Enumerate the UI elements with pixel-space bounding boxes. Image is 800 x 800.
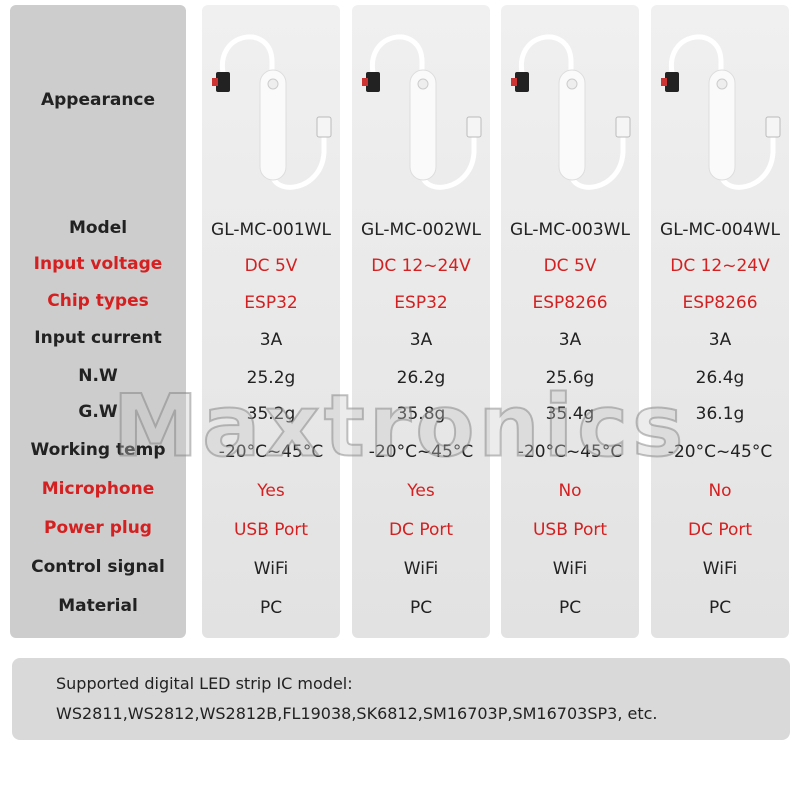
row-label: G.W <box>78 402 118 422</box>
cell-value: PC <box>259 598 283 618</box>
footer-title: Supported digital LED strip IC model: <box>56 674 353 693</box>
cell-value: DC 5V <box>543 256 597 276</box>
cell-value: DC Port <box>388 520 454 540</box>
row-label: Working temp <box>30 440 166 460</box>
cell-value: PC <box>409 598 433 618</box>
cell-value: No <box>708 481 732 501</box>
cell-value: 25.2g <box>246 368 296 388</box>
cell-value: WiFi <box>253 559 289 579</box>
cell-value: 35.8g <box>396 404 446 424</box>
cell-value: No <box>558 481 582 501</box>
row-label: Chip types <box>47 291 149 311</box>
cell-value: USB Port <box>532 520 608 540</box>
cell-value: -20°C~45°C <box>667 442 773 462</box>
cell-value: 3A <box>558 330 582 350</box>
cell-value: DC 12~24V <box>670 256 770 276</box>
row-label: Input voltage <box>33 254 163 274</box>
cell-value: WiFi <box>702 559 738 579</box>
cell-value: PC <box>558 598 582 618</box>
cell-value: GL-MC-003WL <box>510 220 630 240</box>
cell-value: 35.2g <box>246 404 296 424</box>
cell-value: 26.2g <box>396 368 446 388</box>
row-label: N.W <box>78 366 118 386</box>
row-label: Control signal <box>31 557 165 577</box>
cell-value: USB Port <box>233 520 309 540</box>
row-label: Microphone <box>41 479 155 499</box>
cell-value: Yes <box>257 481 285 501</box>
cell-value: PC <box>708 598 732 618</box>
cell-value: ESP32 <box>394 293 448 313</box>
footer-models: WS2811,WS2812,WS2812B,FL19038,SK6812,SM1… <box>56 704 658 723</box>
product-image <box>202 22 340 202</box>
cell-value: GL-MC-002WL <box>361 220 481 240</box>
product-image <box>352 22 490 202</box>
cell-value: 3A <box>259 330 283 350</box>
cell-value: 3A <box>409 330 433 350</box>
cell-value: -20°C~45°C <box>218 442 324 462</box>
cell-value: DC Port <box>687 520 753 540</box>
cell-value: GL-MC-004WL <box>660 220 780 240</box>
row-label: Input current <box>34 328 162 348</box>
cell-value: -20°C~45°C <box>517 442 623 462</box>
product-image <box>501 22 639 202</box>
cell-value: Yes <box>407 481 435 501</box>
cell-value: WiFi <box>552 559 588 579</box>
label-column <box>10 5 186 638</box>
cell-value: 26.4g <box>695 368 745 388</box>
footer <box>12 658 790 740</box>
cell-value: WiFi <box>403 559 439 579</box>
row-label: Model <box>68 218 128 238</box>
product-image <box>651 22 789 202</box>
header-label: Appearance <box>40 90 156 110</box>
cell-value: 36.1g <box>695 404 745 424</box>
cell-value: 3A <box>708 330 732 350</box>
cell-value: ESP8266 <box>532 293 608 313</box>
cell-value: GL-MC-001WL <box>211 220 331 240</box>
cell-value: DC 5V <box>244 256 298 276</box>
cell-value: DC 12~24V <box>371 256 471 276</box>
cell-value: 35.4g <box>545 404 595 424</box>
cell-value: ESP32 <box>244 293 298 313</box>
cell-value: ESP8266 <box>682 293 758 313</box>
row-label: Power plug <box>44 518 152 538</box>
cell-value: 25.6g <box>545 368 595 388</box>
row-label: Material <box>58 596 138 616</box>
cell-value: -20°C~45°C <box>368 442 474 462</box>
